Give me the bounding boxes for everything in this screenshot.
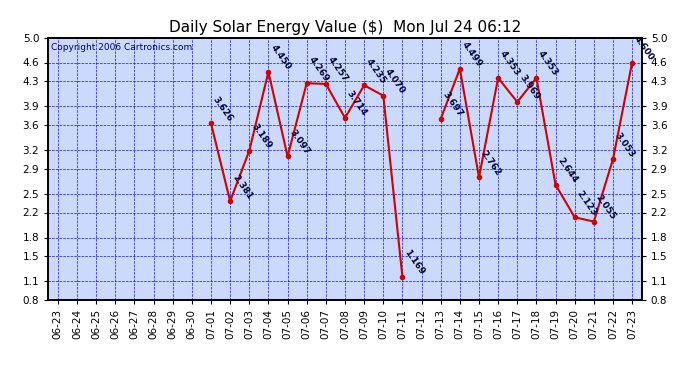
Text: Copyright 2006 Cartronics.com: Copyright 2006 Cartronics.com — [51, 43, 193, 52]
Text: 4.235: 4.235 — [364, 57, 388, 86]
Text: 2.762: 2.762 — [479, 149, 503, 177]
Text: 4.353: 4.353 — [498, 50, 522, 78]
Text: 3.626: 3.626 — [211, 95, 235, 123]
Text: 4.070: 4.070 — [383, 67, 407, 96]
Text: 3.714: 3.714 — [345, 89, 368, 118]
Text: 4.257: 4.257 — [326, 56, 350, 84]
Text: 2.055: 2.055 — [594, 193, 618, 222]
Text: 3.053: 3.053 — [613, 131, 637, 159]
Text: 3.097: 3.097 — [288, 128, 311, 156]
Text: 3.189: 3.189 — [249, 122, 273, 151]
Text: 2.123: 2.123 — [575, 189, 598, 217]
Text: 4.499: 4.499 — [460, 40, 484, 69]
Text: 1.169: 1.169 — [402, 248, 426, 277]
Text: 2.381: 2.381 — [230, 173, 254, 201]
Text: 2.644: 2.644 — [555, 156, 580, 185]
Text: 4.269: 4.269 — [307, 55, 331, 83]
Text: 4.600: 4.600 — [632, 34, 656, 63]
Text: 3.969: 3.969 — [518, 74, 541, 102]
Text: 4.450: 4.450 — [268, 44, 292, 72]
Title: Daily Solar Energy Value ($)  Mon Jul 24 06:12: Daily Solar Energy Value ($) Mon Jul 24 … — [169, 20, 521, 35]
Text: 4.353: 4.353 — [536, 50, 560, 78]
Text: 3.697: 3.697 — [441, 90, 464, 119]
